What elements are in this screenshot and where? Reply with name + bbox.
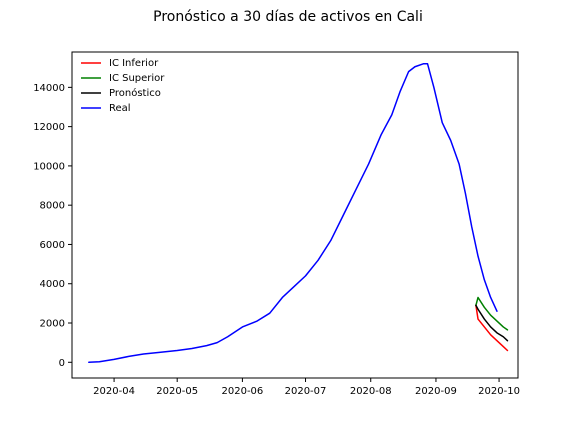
series-lines (88, 63, 509, 364)
y-tick-label: 6000 (40, 240, 65, 251)
x-tick-label: 2020-07 (285, 386, 327, 397)
y-axis-ticks: 0 2000 4000 6000 8000 10000 12000 14000 (33, 83, 72, 369)
legend-label: Pronóstico (109, 87, 161, 99)
y-tick-label: 12000 (33, 122, 65, 133)
x-tick-label: 2020-05 (156, 386, 198, 397)
y-tick-label: 4000 (40, 279, 65, 290)
series-line-ic-superior (475, 296, 509, 331)
y-tick-label: 10000 (33, 161, 65, 172)
series-line-ic-inferior (475, 304, 509, 352)
x-tick-label: 2020-09 (415, 386, 457, 397)
series-line-pron-stico (475, 304, 509, 342)
legend-label: Real (109, 103, 131, 114)
x-tick-label: 2020-04 (93, 386, 135, 397)
x-tick-label: 2020-08 (350, 386, 392, 397)
x-tick-label: 2020-10 (478, 386, 520, 397)
y-tick-label: 14000 (33, 83, 65, 94)
chart-title: Pronóstico a 30 días de activos en Cali (153, 9, 423, 25)
y-tick-label: 2000 (40, 319, 65, 330)
series-line-real (88, 63, 498, 364)
legend-label: IC Inferior (109, 58, 159, 69)
y-tick-label: 8000 (40, 201, 65, 212)
legend-label: IC Superior (109, 73, 165, 84)
x-axis-ticks: 2020-04 2020-05 2020-06 2020-07 2020-08 2020-… (93, 378, 520, 397)
plot-frame (71, 51, 519, 379)
y-tick-label: 0 (59, 358, 65, 369)
legend: IC Inferior IC Superior Pronóstico Real (81, 58, 165, 114)
x-tick-label: 2020-06 (222, 386, 264, 397)
